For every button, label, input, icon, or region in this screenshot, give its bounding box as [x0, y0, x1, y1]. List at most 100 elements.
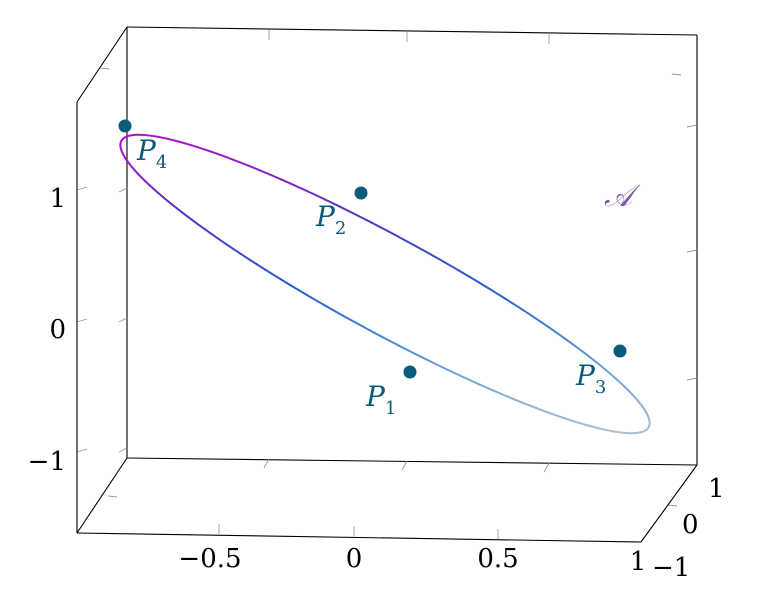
curve-segment-30: [487, 387, 498, 394]
curve-segment-26: [520, 401, 531, 407]
curve-segment-119: [263, 171, 275, 177]
z-axis-tick-labels: −1 0 1: [28, 184, 66, 477]
x-tick-label-0.5: 0.5: [477, 544, 518, 574]
curve-segment-142: [470, 276, 481, 284]
point-label-p3: P3: [575, 359, 606, 398]
curve-segment-123: [297, 186, 309, 193]
tick-mark-12: [76, 186, 88, 191]
point-labels: P1 P2 P3 P4: [136, 134, 606, 419]
curve-segment-17: [583, 423, 592, 428]
curve-segment-27: [512, 398, 523, 404]
curve-segment-60: [224, 242, 235, 250]
curve-segment-48: [324, 304, 336, 312]
axis-box-back: [76, 26, 698, 466]
curve-segment-125: [315, 194, 327, 201]
curve-segment-131: [369, 221, 382, 229]
curve-segment-53: [280, 278, 292, 287]
tick-mark-7: [401, 460, 408, 471]
curve-segment-112: [210, 150, 220, 156]
point-label-p4: P4: [136, 134, 167, 173]
curve-segment-113: [217, 153, 227, 158]
y-tick-label-1: 1: [708, 474, 725, 504]
curve-segment-19: [571, 419, 580, 424]
curve-segment-120: [272, 174, 283, 181]
curve-segment-126: [324, 198, 336, 205]
curve-segment-62: [210, 232, 220, 240]
region-label: 𝒜: [604, 179, 641, 214]
curve-segment-111: [203, 148, 213, 153]
curve-segment-139: [443, 261, 455, 269]
curve-segment-121: [280, 178, 292, 185]
curve-segment-64: [196, 223, 206, 231]
curve-segment-45: [351, 320, 364, 328]
curve-segment-63: [203, 228, 213, 235]
curve-segment-135: [406, 240, 419, 248]
point-p1: [403, 365, 417, 379]
curve-segment-122: [289, 182, 300, 189]
point-p2: [354, 186, 368, 200]
curve-segment-51: [298, 289, 309, 297]
curve-segment-47: [333, 309, 345, 318]
tick-mark-8: [543, 462, 550, 473]
curve-segment-156: [577, 347, 586, 355]
tick-mark-20: [667, 504, 678, 507]
curve-segment-147: [512, 302, 523, 310]
curve-segment-41: [388, 339, 401, 347]
curve-segment-130: [360, 216, 372, 224]
curve-segment-118: [255, 167, 266, 174]
curve-segment-141: [461, 271, 472, 279]
ellipse-curve: [119, 133, 651, 435]
curve-segment-20: [564, 417, 574, 422]
x-tick-label-neg0.5: −0.5: [178, 544, 241, 574]
curve-segment-36: [434, 363, 446, 370]
curve-segment-150: [535, 318, 546, 326]
curve-segment-132: [379, 226, 391, 233]
points-layer: [118, 119, 627, 379]
curve-segment-127: [333, 202, 345, 210]
curve-segment-46: [342, 315, 354, 323]
curve-segment-70: [162, 196, 170, 203]
tick-mark-13: [76, 318, 88, 323]
curve-segment-18: [577, 421, 586, 426]
y-tick-label-neg1: −1: [652, 553, 690, 583]
curve-segment-138: [434, 256, 446, 264]
curve-segment-129: [351, 211, 363, 219]
curve-segment-40: [398, 344, 410, 352]
curve-segment-146: [504, 297, 515, 305]
tick-mark-14: [76, 448, 88, 453]
curve-segment-143: [478, 281, 490, 290]
curve-segment-145: [495, 292, 506, 300]
curve-segment-67: [178, 209, 187, 216]
curve-segment-148: [520, 307, 530, 315]
tick-marks: [76, 30, 698, 539]
curve-segment-56: [255, 263, 266, 271]
curve-segment-154: [564, 337, 574, 345]
curve-segment-24: [535, 407, 546, 413]
tick-mark-10: [118, 317, 128, 323]
curve-segment-158: [589, 356, 598, 364]
point-p4: [118, 119, 132, 133]
curve-segment-65: [190, 218, 199, 226]
x-axis-tick-labels: −0.5 0 0.5 1: [178, 544, 646, 577]
tick-mark-9: [118, 187, 128, 193]
curve-segment-159: [595, 361, 603, 368]
curve-segment-114: [224, 155, 235, 161]
point-label-p1: P1: [365, 380, 396, 419]
curve-segment-39: [407, 349, 419, 357]
tick-mark-15: [686, 124, 698, 128]
curve-segment-144: [487, 287, 498, 295]
curve-segment-152: [550, 328, 560, 336]
curve-segment-149: [528, 312, 538, 321]
axis-box-front: [76, 102, 698, 543]
tick-mark-19: [107, 495, 118, 498]
curve-segment-33: [461, 375, 473, 382]
curve-segment-38: [416, 354, 428, 361]
curve-segment-34: [452, 371, 464, 378]
box-edge-bottom-left-depth: [76, 457, 128, 534]
curve-segment-35: [443, 367, 455, 374]
y-axis-tick-labels: −1 0 1: [652, 474, 725, 583]
curve-segment-69: [167, 200, 175, 207]
curve-segment-37: [425, 358, 437, 366]
x-tick-label-0: 0: [346, 544, 363, 574]
